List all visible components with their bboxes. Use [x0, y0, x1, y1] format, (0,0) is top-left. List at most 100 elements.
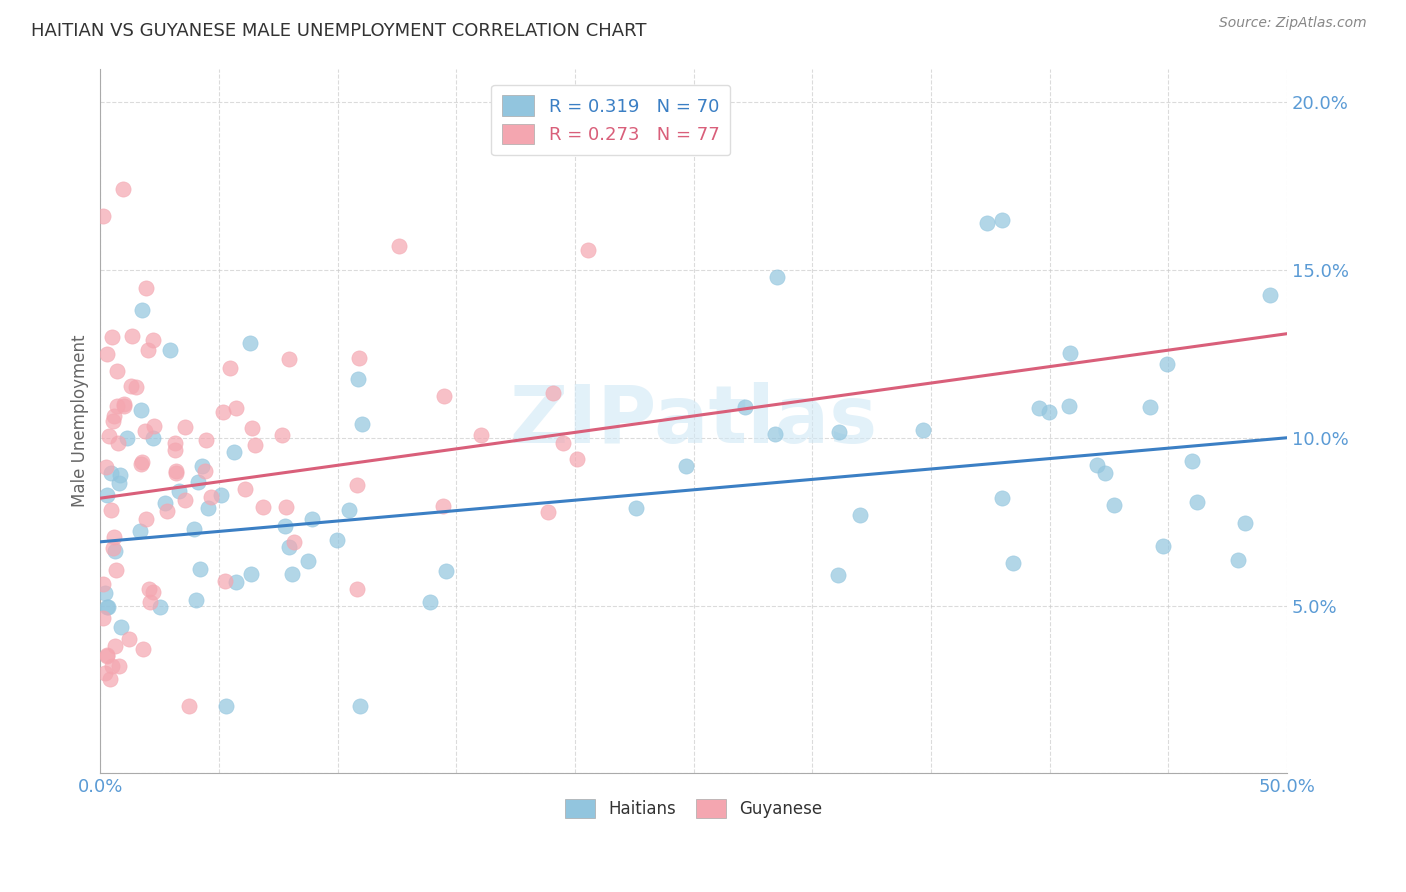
- Point: [98, 673, 121, 687]
- Point: [849, 508, 872, 522]
- Text: Source: ZipAtlas.com: Source: ZipAtlas.com: [1219, 16, 1367, 30]
- Point: [352, 417, 374, 431]
- Point: [131, 302, 153, 317]
- Point: [105, 399, 128, 413]
- Point: [131, 403, 153, 417]
- Point: [131, 455, 153, 469]
- Point: [624, 500, 647, 515]
- Point: [96, 487, 118, 501]
- Point: [120, 378, 142, 392]
- Point: [156, 504, 179, 518]
- Point: [173, 419, 195, 434]
- Point: [184, 593, 207, 607]
- Point: [110, 620, 132, 634]
- Point: [191, 458, 214, 473]
- Point: [108, 659, 131, 673]
- Point: [165, 466, 187, 480]
- Point: [765, 269, 787, 284]
- Point: [105, 363, 128, 377]
- Point: [991, 491, 1014, 505]
- Point: [1187, 495, 1209, 509]
- Point: [240, 420, 263, 434]
- Point: [252, 500, 274, 514]
- Point: [159, 343, 181, 358]
- Point: [297, 554, 319, 568]
- Point: [433, 389, 456, 403]
- Point: [165, 443, 187, 458]
- Point: [174, 492, 197, 507]
- Point: [828, 425, 851, 439]
- Point: [200, 490, 222, 504]
- Point: [138, 582, 160, 597]
- Point: [104, 543, 127, 558]
- Point: [541, 385, 564, 400]
- Point: [274, 500, 297, 515]
- Point: [1234, 516, 1257, 531]
- Point: [188, 562, 211, 576]
- Point: [225, 401, 247, 416]
- Point: [283, 535, 305, 549]
- Point: [134, 424, 156, 438]
- Point: [675, 459, 697, 474]
- Point: [96, 648, 118, 663]
- Point: [734, 400, 756, 414]
- Point: [128, 524, 150, 539]
- Point: [111, 182, 134, 196]
- Point: [104, 639, 127, 653]
- Point: [149, 599, 172, 614]
- Y-axis label: Male Unemployment: Male Unemployment: [72, 334, 89, 508]
- Point: [194, 464, 217, 478]
- Point: [911, 424, 934, 438]
- Point: [419, 595, 441, 609]
- Point: [346, 477, 368, 491]
- Point: [96, 347, 118, 361]
- Point: [163, 436, 186, 450]
- Point: [121, 329, 143, 343]
- Point: [387, 239, 409, 253]
- Point: [225, 575, 247, 590]
- Point: [115, 431, 138, 445]
- Point: [347, 351, 370, 366]
- Point: [142, 431, 165, 445]
- Point: [118, 632, 141, 647]
- Point: [101, 330, 124, 344]
- Point: [1002, 556, 1025, 570]
- Point: [211, 404, 233, 418]
- Point: [270, 427, 292, 442]
- Point: [167, 484, 190, 499]
- Point: [209, 488, 232, 502]
- Point: [349, 699, 371, 714]
- Point: [326, 533, 349, 548]
- Point: [96, 600, 118, 615]
- Point: [98, 429, 121, 443]
- Point: [132, 642, 155, 657]
- Point: [1038, 404, 1060, 418]
- Point: [139, 595, 162, 609]
- Point: [197, 501, 219, 516]
- Point: [103, 409, 125, 423]
- Point: [1258, 288, 1281, 302]
- Point: [112, 397, 135, 411]
- Point: [763, 427, 786, 442]
- Point: [100, 503, 122, 517]
- Point: [551, 436, 574, 450]
- Point: [218, 360, 240, 375]
- Point: [177, 699, 200, 714]
- Point: [991, 212, 1014, 227]
- Point: [183, 522, 205, 536]
- Point: [214, 574, 236, 589]
- Point: [434, 564, 457, 578]
- Point: [94, 665, 117, 680]
- Point: [165, 464, 187, 478]
- Point: [347, 372, 370, 386]
- Point: [1085, 458, 1108, 472]
- Point: [194, 433, 217, 447]
- Point: [142, 418, 165, 433]
- Point: [239, 567, 262, 582]
- Point: [565, 452, 588, 467]
- Point: [125, 380, 148, 394]
- Point: [142, 333, 165, 347]
- Point: [135, 512, 157, 526]
- Point: [96, 648, 118, 663]
- Point: [101, 541, 124, 555]
